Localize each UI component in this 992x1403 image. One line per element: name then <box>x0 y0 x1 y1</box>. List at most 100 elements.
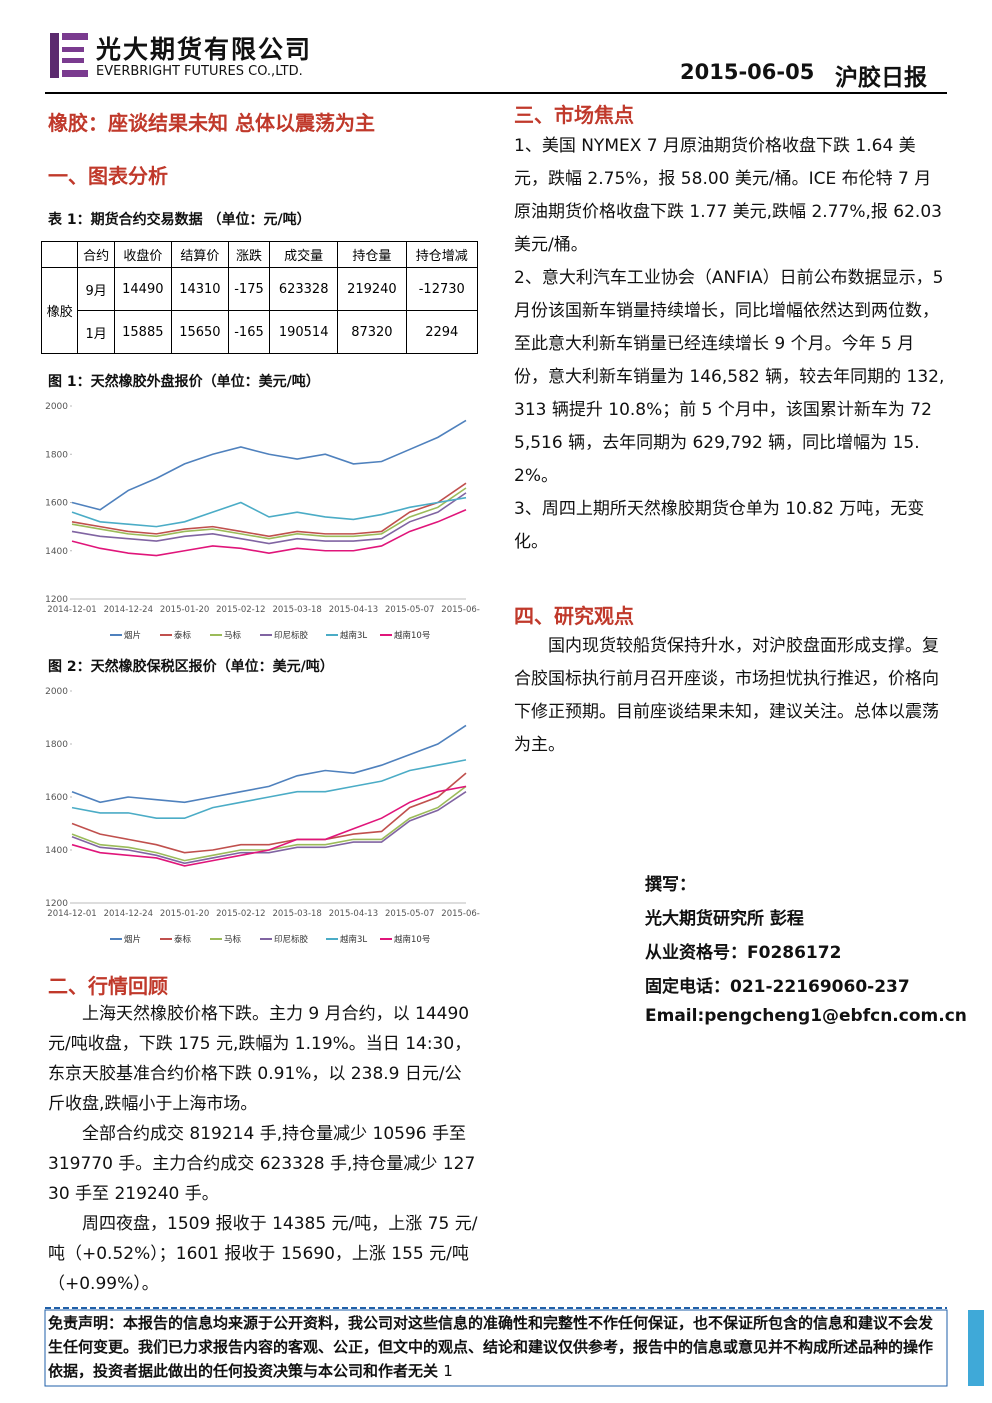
paragraph: 周四夜盘，1509 报收于 14385 元/吨，上涨 75 元/吨（+0.52%… <box>48 1214 478 1294</box>
section-body: 国内现货较船货保持升水，对沪胶盘面形成支撑。复合胶国标执行前月召开座谈，市场担忧… <box>514 630 946 762</box>
x-tick-label: 2015-06-01 <box>441 909 480 919</box>
table-header-cell: 涨跌 <box>227 241 271 268</box>
series-line <box>71 772 467 854</box>
series-line <box>71 482 467 538</box>
table-row: 橡胶 9月 14490 14310 -175 623328 219240 -12730 <box>40 267 479 354</box>
y-tick-label: 1400 <box>45 547 68 557</box>
legend-label: 泰标 <box>174 934 192 945</box>
y-tick-label: 1400 <box>45 846 68 856</box>
x-tick-label: 2014-12-24 <box>104 605 153 615</box>
author-line: 从业资格号：F0286172 <box>645 943 842 963</box>
chart-title: 图 2：天然橡胶保税区报价（单位：美元/吨） <box>48 659 334 675</box>
date: 2015-06-05 <box>680 60 815 84</box>
series-line <box>71 785 467 867</box>
legend-label: 印尼标胶 <box>274 934 309 945</box>
table-row: 1月 15885 15650 -165 190514 87320 2294 <box>42 310 479 354</box>
table-cell: 14310 <box>170 267 229 311</box>
legend-label: 烟片 <box>124 630 141 641</box>
table-cell: -165 <box>227 310 271 354</box>
x-tick-label: 2015-04-13 <box>329 909 378 919</box>
logo <box>62 58 84 63</box>
footer-box <box>44 1309 948 1387</box>
y-tick-label: 1800 <box>45 450 68 460</box>
table-header-cell: 持仓量 <box>337 241 407 268</box>
legend-label: 越南3L <box>340 934 367 945</box>
y-tick-label: 1600 <box>45 793 68 803</box>
headline: 橡胶：座谈结果未知 总体以震荡为主 <box>48 111 375 135</box>
section-title: 四、研究观点 <box>514 604 634 628</box>
table-row-header: 橡胶 <box>40 267 79 354</box>
section-body: 1、美国 NYMEX 7 月原油期货价格收盘下跌 1.64 美元，跌幅 2.75… <box>514 130 946 559</box>
series-line <box>71 487 467 540</box>
chart-title: 图 1：天然橡胶外盘报价（单位：美元/吨） <box>48 374 320 390</box>
legend-label: 越南10号 <box>394 630 430 641</box>
company: 光大期货有限公司 <box>96 35 313 64</box>
x-tick-label: 2015-03-18 <box>272 605 321 615</box>
legend-label: 马标 <box>224 934 242 945</box>
x-tick-label: 2015-03-18 <box>272 909 321 919</box>
table-cell: 87320 <box>337 310 407 354</box>
table-header-cell: 结算价 <box>170 241 229 268</box>
x-tick-label: 2014-12-24 <box>104 909 153 919</box>
paragraph: 2、意大利汽车工业协会（ANFIA）日前公布数据显示，5 月份该国新车销量持续增… <box>514 268 945 486</box>
author-line: 光大期货研究所 彭程 <box>645 909 804 929</box>
table-header-cell: 成交量 <box>269 241 339 268</box>
x-tick-label: 2014-12-01 <box>47 605 96 615</box>
paragraph: 上海天然橡胶价格下跌。主力 9 月合约，以 14490 元/吨收盘，下跌 175… <box>48 1004 472 1114</box>
logo <box>50 33 59 78</box>
series-line <box>71 419 467 511</box>
legend-label: 越南3L <box>340 630 367 641</box>
series-line <box>71 759 467 819</box>
y-tick-label: 1600 <box>45 499 68 509</box>
x-tick-label: 2015-01-20 <box>160 605 209 615</box>
table-cell <box>40 241 79 268</box>
legend-label: 泰标 <box>174 630 192 641</box>
legend-label: 马标 <box>224 630 242 641</box>
y-tick-label: 1200 <box>45 899 68 909</box>
section-body: 上海天然橡胶价格下跌。主力 9 月合约，以 14490 元/吨收盘，下跌 175… <box>48 999 478 1299</box>
section-title: 三、市场焦点 <box>514 103 634 127</box>
table-cell: 15885 <box>113 310 172 354</box>
table-cell: 2294 <box>405 310 479 354</box>
report-name: 沪胶日报 <box>835 65 927 91</box>
series-line <box>71 492 467 545</box>
side-bar <box>968 1310 984 1386</box>
x-tick-label: 2015-05-07 <box>385 909 434 919</box>
chart: 1200 1400 1600 1800 2000 2014-12-01 2014-12-24… <box>45 687 480 945</box>
series-line <box>71 724 467 804</box>
table-header-row: 合约 收盘价 结算价 涨跌 成交量 持仓量 持仓增减 <box>40 241 479 268</box>
logo <box>62 33 88 40</box>
table-header-cell: 持仓增减 <box>405 241 479 268</box>
series-line <box>71 509 467 557</box>
table-cell: 14490 <box>113 267 172 311</box>
x-tick-label: 2015-01-20 <box>160 909 209 919</box>
table-cell: 1月 <box>77 310 115 354</box>
table-cell: -175 <box>227 267 271 311</box>
company-en: EVERBRIGHT FUTURES CO.,LTD. <box>96 64 303 79</box>
disclaimer-text: 免责声明：本报告的信息均来源于公开资料，我公司对这些信息的准确性和完整性不作任何… <box>48 1314 934 1380</box>
y-tick-label: 1800 <box>45 740 68 750</box>
y-tick-label: 2000 <box>45 402 68 412</box>
x-tick-label: 2014-12-01 <box>47 909 96 919</box>
table-caption: 表 1：期货合约交易数据 （单位：元/吨） <box>48 212 311 228</box>
x-tick-label: 2015-02-12 <box>216 909 265 919</box>
data-table: 合约 收盘价 结算价 涨跌 成交量 持仓量 持仓增减 橡胶 9月 14490 14310 -175 62… <box>40 241 479 354</box>
y-tick-label: 2000 <box>45 687 68 697</box>
x-tick-label: 2015-04-13 <box>329 605 378 615</box>
logo <box>62 47 84 52</box>
legend-label: 印尼标胶 <box>274 630 309 641</box>
table-header-cell: 收盘价 <box>113 241 172 268</box>
table-cell: 15650 <box>170 310 229 354</box>
table-cell: 623328 <box>269 267 339 311</box>
legend-label: 烟片 <box>124 934 141 945</box>
page-number: 1 <box>443 1362 453 1380</box>
author-line: 撰写： <box>645 875 696 895</box>
section-title: 二、行情回顾 <box>48 974 168 998</box>
paragraph: 全部合约成交 819214 手,持仓量减少 10596 手至 319770 手。… <box>48 1124 476 1204</box>
author-line: 固定电话：021-22169060-237 <box>645 977 910 997</box>
chart: 1200 1400 1600 1800 2000 2014-12-01 2014-12-24… <box>45 402 480 641</box>
x-tick-label: 2015-02-12 <box>216 605 265 615</box>
series-line <box>71 496 467 528</box>
